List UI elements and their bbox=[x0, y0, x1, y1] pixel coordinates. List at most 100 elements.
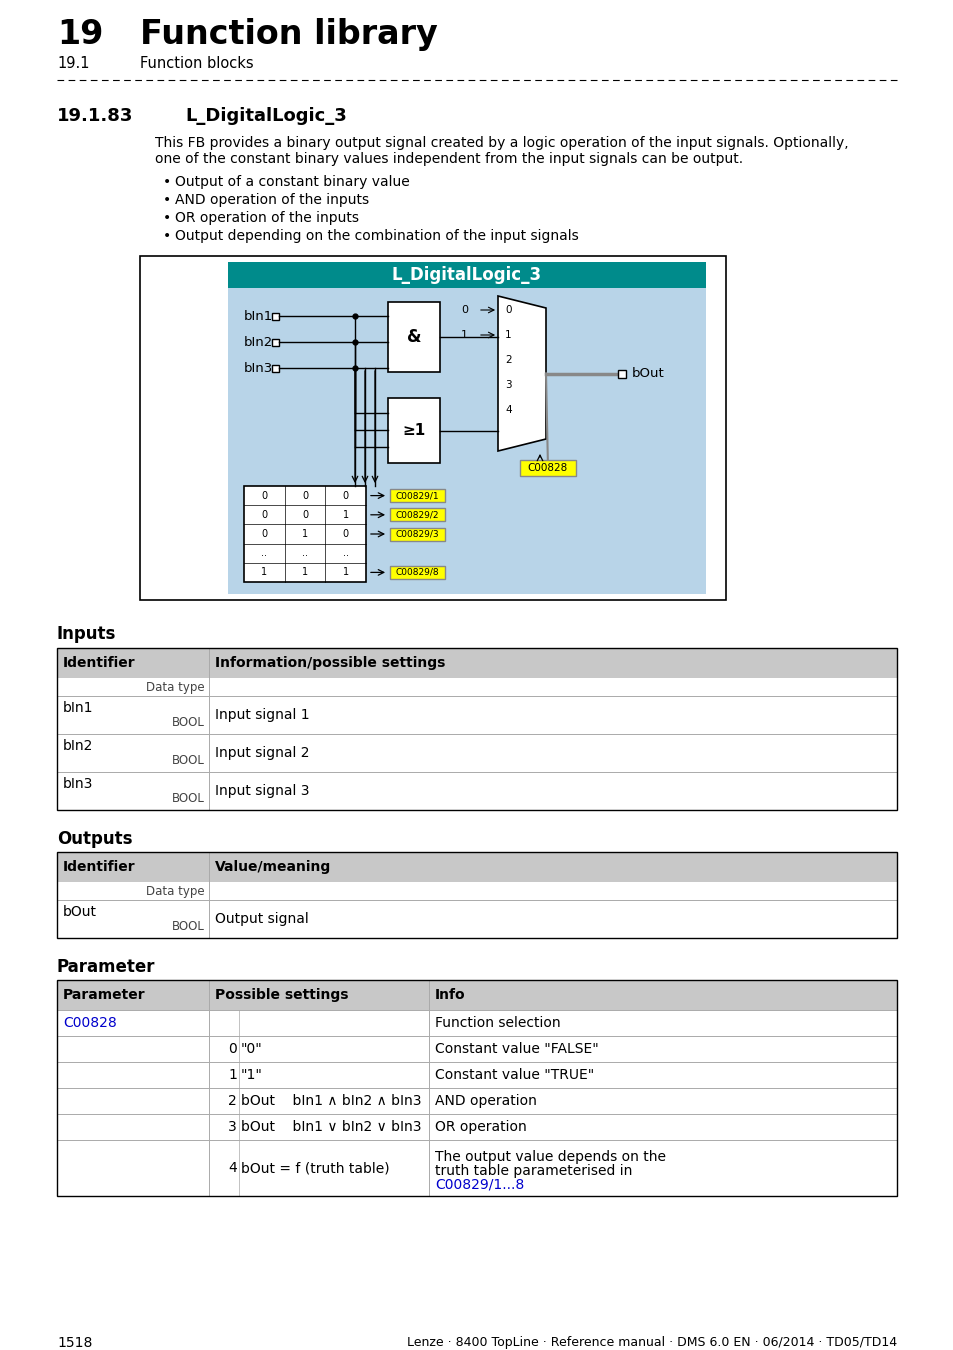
Bar bbox=[272, 339, 278, 346]
Bar bbox=[390, 566, 444, 579]
Bar bbox=[519, 460, 576, 477]
Text: bIn2: bIn2 bbox=[244, 336, 273, 348]
Text: AND operation: AND operation bbox=[435, 1094, 537, 1108]
Text: •: • bbox=[163, 230, 172, 243]
Bar bbox=[57, 648, 896, 810]
Text: The output value depends on the: The output value depends on the bbox=[435, 1150, 665, 1164]
Text: 19.1.83: 19.1.83 bbox=[57, 107, 133, 126]
Bar bbox=[244, 486, 366, 582]
Text: BOOL: BOOL bbox=[172, 919, 205, 933]
Bar bbox=[57, 852, 896, 882]
Text: 1: 1 bbox=[228, 1068, 236, 1081]
Text: OR operation of the inputs: OR operation of the inputs bbox=[174, 211, 358, 225]
Text: OR operation: OR operation bbox=[435, 1120, 526, 1134]
Bar bbox=[390, 528, 444, 540]
Polygon shape bbox=[497, 296, 545, 451]
Text: Outputs: Outputs bbox=[57, 830, 132, 848]
Bar bbox=[57, 980, 896, 1196]
Text: bOut = f (truth table): bOut = f (truth table) bbox=[241, 1161, 389, 1174]
Text: Function blocks: Function blocks bbox=[140, 55, 253, 72]
Text: 1: 1 bbox=[301, 529, 308, 539]
Bar bbox=[228, 262, 705, 594]
Text: 0: 0 bbox=[504, 305, 511, 315]
Bar bbox=[390, 489, 444, 502]
Bar bbox=[57, 980, 896, 1010]
Text: C00829/1: C00829/1 bbox=[395, 491, 438, 500]
Text: 4: 4 bbox=[504, 405, 511, 414]
Text: 4: 4 bbox=[228, 1161, 236, 1174]
Bar bbox=[57, 852, 896, 938]
Bar bbox=[390, 509, 444, 521]
Text: This FB provides a binary output signal created by a logic operation of the inpu: This FB provides a binary output signal … bbox=[154, 136, 848, 150]
Text: C00829/3: C00829/3 bbox=[395, 529, 438, 539]
Text: Input signal 1: Input signal 1 bbox=[214, 707, 310, 722]
Bar bbox=[272, 312, 278, 320]
Text: 1: 1 bbox=[342, 567, 349, 578]
Text: Constant value "TRUE": Constant value "TRUE" bbox=[435, 1068, 594, 1081]
Text: Input signal 3: Input signal 3 bbox=[214, 784, 309, 798]
Text: Identifier: Identifier bbox=[63, 656, 135, 670]
Text: Output signal: Output signal bbox=[214, 913, 309, 926]
Text: bIn1: bIn1 bbox=[63, 701, 93, 716]
Text: "1": "1" bbox=[241, 1068, 263, 1081]
Text: bIn2: bIn2 bbox=[63, 738, 93, 753]
Text: bIn3: bIn3 bbox=[63, 778, 93, 791]
Text: one of the constant binary values independent from the input signals can be outp: one of the constant binary values indepe… bbox=[154, 153, 742, 166]
Text: 19: 19 bbox=[57, 18, 103, 51]
Text: bOut: bOut bbox=[63, 904, 97, 919]
Text: Function library: Function library bbox=[140, 18, 437, 51]
Text: Possible settings: Possible settings bbox=[214, 988, 348, 1002]
Text: 0: 0 bbox=[342, 490, 349, 501]
Bar bbox=[388, 302, 439, 373]
Text: C00829/1...8: C00829/1...8 bbox=[435, 1179, 524, 1192]
Text: bIn3: bIn3 bbox=[244, 362, 273, 374]
Text: 19.1: 19.1 bbox=[57, 55, 90, 72]
Text: Function selection: Function selection bbox=[435, 1017, 560, 1030]
Text: 1: 1 bbox=[504, 329, 511, 340]
Text: bOut: bOut bbox=[631, 367, 664, 379]
Text: Data type: Data type bbox=[146, 680, 205, 694]
Text: C00828: C00828 bbox=[527, 463, 568, 472]
Bar bbox=[57, 648, 896, 678]
Text: 0: 0 bbox=[301, 490, 308, 501]
Text: 1: 1 bbox=[460, 329, 468, 340]
Text: Identifier: Identifier bbox=[63, 860, 135, 873]
Text: bOut    bIn1 ∨ bIn2 ∨ bIn3: bOut bIn1 ∨ bIn2 ∨ bIn3 bbox=[241, 1120, 421, 1134]
Text: •: • bbox=[163, 211, 172, 225]
Text: 0: 0 bbox=[342, 529, 349, 539]
Text: 2: 2 bbox=[504, 355, 511, 364]
Text: Data type: Data type bbox=[146, 884, 205, 898]
Text: 0: 0 bbox=[301, 510, 308, 520]
Text: BOOL: BOOL bbox=[172, 755, 205, 767]
Text: 3: 3 bbox=[504, 379, 511, 390]
Text: C00829/8: C00829/8 bbox=[395, 568, 438, 576]
Text: 0: 0 bbox=[228, 1042, 236, 1056]
Text: 0: 0 bbox=[261, 510, 267, 520]
Text: L_DigitalLogic_3: L_DigitalLogic_3 bbox=[392, 266, 541, 283]
Text: Value/meaning: Value/meaning bbox=[214, 860, 331, 873]
Text: ..: .. bbox=[302, 548, 308, 558]
Text: Lenze · 8400 TopLine · Reference manual · DMS 6.0 EN · 06/2014 · TD05/TD14: Lenze · 8400 TopLine · Reference manual … bbox=[406, 1336, 896, 1349]
Text: C00829/2: C00829/2 bbox=[395, 510, 438, 520]
Text: •: • bbox=[163, 176, 172, 189]
Text: BOOL: BOOL bbox=[172, 792, 205, 805]
Text: Output of a constant binary value: Output of a constant binary value bbox=[174, 176, 410, 189]
Text: ≥1: ≥1 bbox=[402, 423, 425, 437]
Text: truth table parameterised in: truth table parameterised in bbox=[435, 1164, 632, 1179]
Text: Information/possible settings: Information/possible settings bbox=[214, 656, 445, 670]
Text: bIn1: bIn1 bbox=[244, 309, 273, 323]
Text: BOOL: BOOL bbox=[172, 716, 205, 729]
Text: 0: 0 bbox=[261, 529, 267, 539]
Text: 0: 0 bbox=[460, 305, 468, 315]
Text: &: & bbox=[406, 328, 421, 346]
Text: 0: 0 bbox=[261, 490, 267, 501]
Text: •: • bbox=[163, 193, 172, 207]
Bar bbox=[272, 364, 278, 371]
Text: ..: .. bbox=[342, 548, 348, 558]
Text: Constant value "FALSE": Constant value "FALSE" bbox=[435, 1042, 598, 1056]
Text: Info: Info bbox=[435, 988, 465, 1002]
Bar bbox=[388, 398, 439, 463]
Text: Inputs: Inputs bbox=[57, 625, 116, 643]
Text: Output depending on the combination of the input signals: Output depending on the combination of t… bbox=[174, 230, 578, 243]
Text: Input signal 2: Input signal 2 bbox=[214, 747, 309, 760]
